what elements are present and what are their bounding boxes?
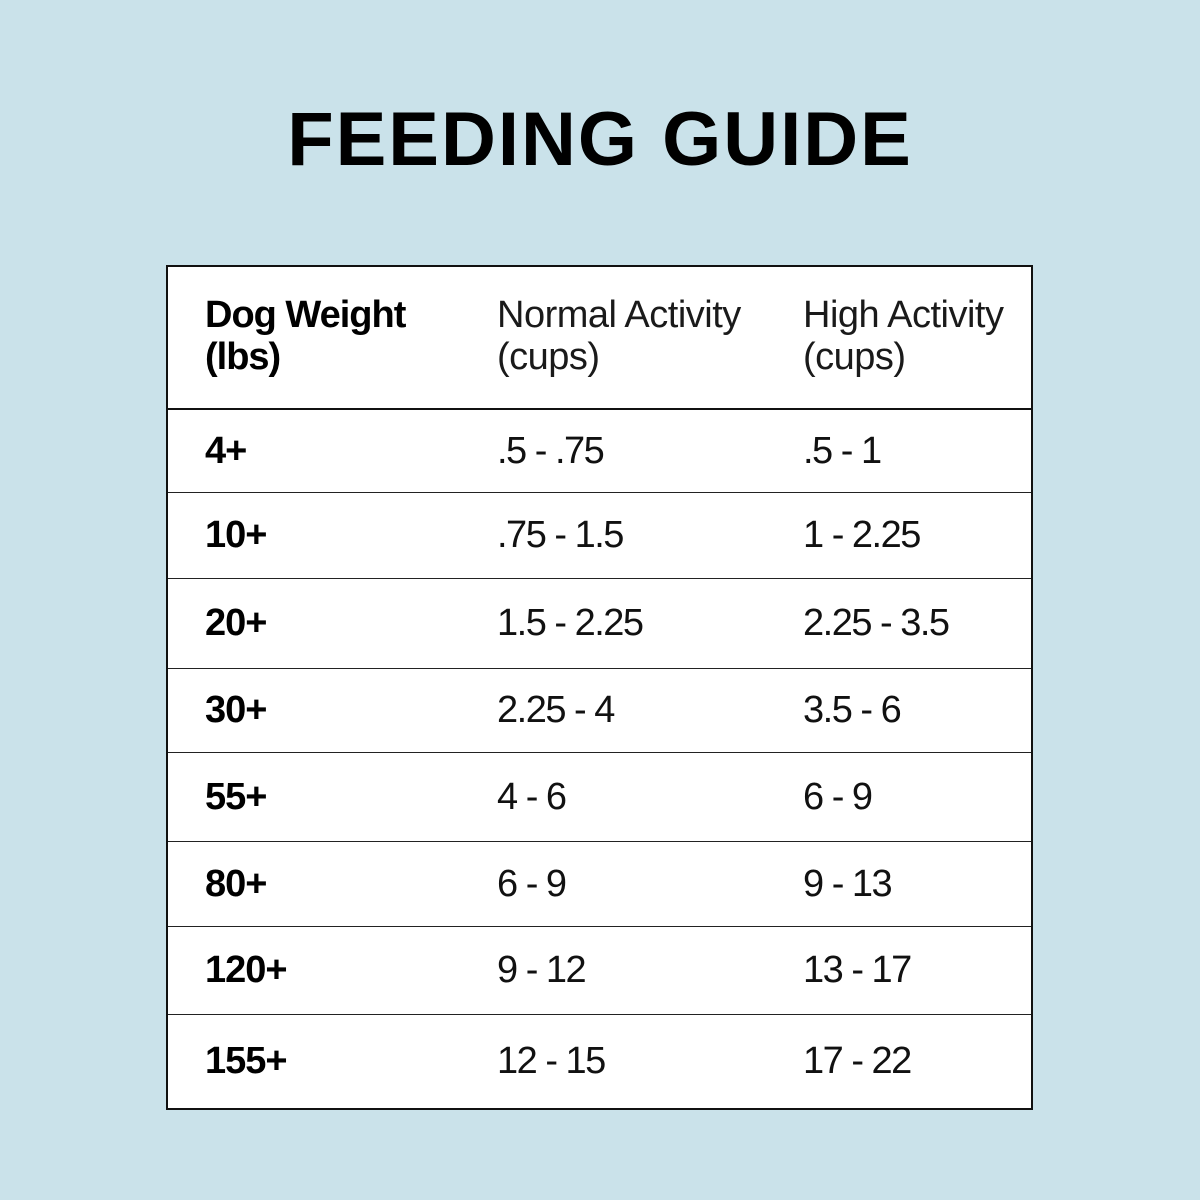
- table-row: 4+ .5 - .75 .5 - 1: [168, 410, 1031, 493]
- header-cell-weight: Dog Weight (lbs): [205, 267, 495, 408]
- normal-activity-cell: 1.5 - 2.25: [497, 602, 644, 644]
- feeding-table: Dog Weight (lbs) Normal Activity (cups) …: [166, 265, 1033, 1110]
- header-high-unit: (cups): [803, 335, 906, 378]
- header-cell-normal: Normal Activity (cups): [497, 267, 797, 408]
- table-row: 155+ 12 - 15 17 - 22: [168, 1015, 1031, 1108]
- weight-cell: 80+: [205, 862, 267, 905]
- high-activity-cell: 9 - 13: [803, 862, 893, 905]
- normal-activity-cell: 6 - 9: [497, 862, 567, 905]
- weight-cell: 155+: [205, 1040, 288, 1082]
- high-activity-cell: .5 - 1: [803, 429, 882, 472]
- table-row: 20+ 1.5 - 2.25 2.25 - 3.5: [168, 579, 1031, 669]
- header-high-label: High Activity: [803, 293, 1004, 336]
- table-row: 120+ 9 - 12 13 - 17: [168, 927, 1031, 1015]
- page-title: FEEDING GUIDE: [287, 97, 913, 182]
- weight-cell: 30+: [205, 689, 267, 731]
- high-activity-cell: 2.25 - 3.5: [803, 602, 950, 644]
- weight-cell: 10+: [205, 514, 267, 556]
- header-normal-unit: (cups): [497, 335, 600, 378]
- high-activity-cell: 3.5 - 6: [803, 689, 902, 731]
- normal-activity-cell: 9 - 12: [497, 949, 587, 991]
- header-cell-high: High Activity (cups): [803, 267, 1033, 408]
- normal-activity-cell: .75 - 1.5: [497, 514, 624, 556]
- table-row: 55+ 4 - 6 6 - 9: [168, 753, 1031, 842]
- table-row: 30+ 2.25 - 4 3.5 - 6: [168, 669, 1031, 753]
- normal-activity-cell: 12 - 15: [497, 1040, 606, 1082]
- high-activity-cell: 6 - 9: [803, 775, 873, 818]
- weight-cell: 20+: [205, 602, 267, 644]
- normal-activity-cell: 4 - 6: [497, 775, 567, 818]
- weight-cell: 55+: [205, 775, 267, 818]
- high-activity-cell: 1 - 2.25: [803, 514, 921, 556]
- header-weight-label: Dog Weight: [205, 293, 406, 336]
- high-activity-cell: 13 - 17: [803, 949, 912, 991]
- header-weight-unit: (lbs): [205, 335, 281, 378]
- table-header-row: Dog Weight (lbs) Normal Activity (cups) …: [168, 267, 1031, 410]
- normal-activity-cell: .5 - .75: [497, 429, 605, 472]
- weight-cell: 4+: [205, 429, 247, 472]
- weight-cell: 120+: [205, 949, 288, 991]
- table-row: 10+ .75 - 1.5 1 - 2.25: [168, 493, 1031, 579]
- header-normal-label: Normal Activity: [497, 293, 741, 336]
- table-row: 80+ 6 - 9 9 - 13: [168, 842, 1031, 927]
- normal-activity-cell: 2.25 - 4: [497, 689, 615, 731]
- high-activity-cell: 17 - 22: [803, 1040, 912, 1082]
